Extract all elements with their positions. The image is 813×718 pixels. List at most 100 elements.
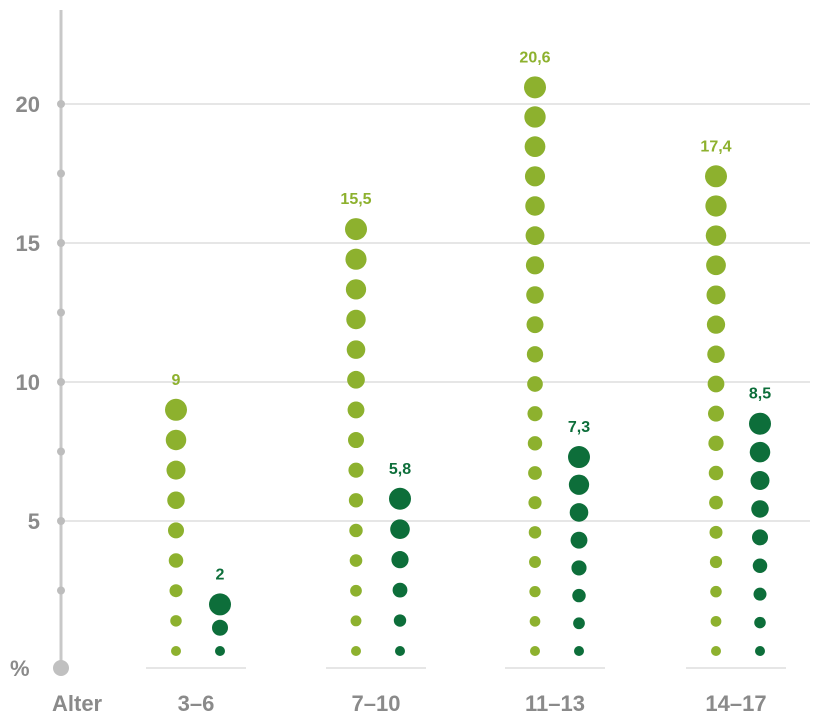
y-tick-marker <box>57 100 65 108</box>
data-dot <box>391 551 409 569</box>
data-dot <box>529 586 541 598</box>
data-dot <box>168 553 184 568</box>
data-value-label: 15,5 <box>340 191 371 208</box>
data-dot <box>755 646 765 656</box>
data-dot <box>393 614 407 627</box>
data-dot <box>705 195 727 217</box>
data-dot <box>572 588 586 603</box>
data-dot <box>705 165 727 188</box>
data-dot <box>571 560 587 576</box>
data-dot <box>165 398 187 421</box>
data-dot <box>708 405 724 422</box>
data-dot <box>751 500 769 518</box>
y-axis-origin-marker <box>53 660 69 676</box>
data-dots <box>165 76 771 656</box>
data-dot <box>527 436 543 451</box>
data-dot <box>524 136 546 158</box>
data-dot <box>345 248 367 270</box>
y-minor-tick-marker <box>57 308 65 317</box>
data-dot <box>349 554 363 567</box>
data-dot <box>525 196 545 216</box>
data-dot <box>568 474 590 495</box>
data-dot <box>392 582 408 598</box>
data-dot <box>524 106 546 128</box>
data-dot <box>569 503 589 522</box>
y-minor-tick-marker <box>57 169 65 178</box>
data-dot <box>705 225 727 246</box>
data-dot <box>706 285 726 305</box>
data-dot <box>750 471 770 491</box>
y-minor-tick-marker <box>57 447 65 456</box>
x-tick-label: 11–13 <box>525 691 585 716</box>
data-dot <box>752 558 768 574</box>
y-tick-marker <box>57 239 65 247</box>
data-dot <box>212 619 228 636</box>
data-dot <box>347 370 365 389</box>
data-dot <box>168 522 184 539</box>
data-dot <box>708 435 724 451</box>
data-dot <box>350 584 362 597</box>
data-dot <box>348 462 364 478</box>
data-dot <box>749 441 771 463</box>
data-dot <box>346 340 366 359</box>
data-dot <box>709 495 723 510</box>
data-dot <box>166 460 186 480</box>
data-value-label: 2 <box>216 566 225 583</box>
data-dot <box>574 646 584 656</box>
data-dot <box>347 401 365 419</box>
data-value-label: 5,8 <box>389 461 411 478</box>
y-tick-label: 5 <box>28 509 40 534</box>
value-labels: 9 15,5 20,6 17,4 2 5,8 7,3 8,5 <box>172 49 772 583</box>
data-dot <box>753 587 767 601</box>
y-minor-tick-marker <box>57 586 65 595</box>
y-axis: 5 10 15 20 <box>16 10 69 676</box>
data-dot <box>529 556 541 568</box>
y-tick-label: 15 <box>16 231 40 256</box>
axis-texts: % Alter 3–6 7–10 11–13 14–17 <box>10 656 767 716</box>
data-dot <box>524 166 546 187</box>
data-dot <box>165 429 187 451</box>
x-tick-label: 7–10 <box>352 691 401 716</box>
y-tick-label: 10 <box>16 370 40 395</box>
data-dot <box>524 76 546 99</box>
data-dot <box>527 376 543 392</box>
data-dot <box>346 309 366 330</box>
data-dot <box>573 617 585 630</box>
data-dot <box>706 315 726 334</box>
data-dot <box>752 529 768 546</box>
data-dot <box>350 615 362 627</box>
data-dot <box>708 465 724 481</box>
data-dot <box>395 646 405 656</box>
data-dot <box>530 646 540 656</box>
data-dot <box>526 286 544 304</box>
data-dot <box>215 646 225 656</box>
data-dot <box>528 496 542 510</box>
data-dot <box>710 615 722 627</box>
data-dot <box>345 279 367 300</box>
x-tick-label: 3–6 <box>178 691 215 716</box>
y-axis-unit-label: % <box>10 656 30 681</box>
data-dot <box>167 491 185 509</box>
data-dot <box>169 584 183 598</box>
data-dot <box>348 432 364 449</box>
data-dot <box>209 593 231 616</box>
data-dot <box>390 519 410 540</box>
y-tick-marker <box>57 378 65 386</box>
data-dot <box>710 585 722 598</box>
data-dot <box>170 615 182 627</box>
gridlines <box>61 103 810 522</box>
data-dot <box>707 375 725 393</box>
data-dot <box>351 646 361 656</box>
data-dot <box>389 487 411 510</box>
data-dot <box>525 226 545 246</box>
data-dot <box>349 523 363 538</box>
data-dot <box>711 646 721 656</box>
data-dot <box>707 345 725 364</box>
data-dot <box>749 412 771 435</box>
data-dot <box>348 493 364 508</box>
data-dot <box>525 256 545 275</box>
data-value-label: 8,5 <box>749 386 771 403</box>
data-value-label: 20,6 <box>519 49 550 66</box>
data-dot <box>171 646 181 656</box>
